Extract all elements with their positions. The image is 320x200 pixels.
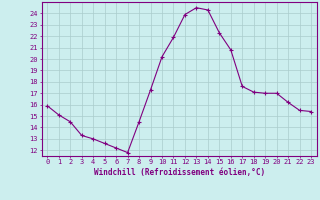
X-axis label: Windchill (Refroidissement éolien,°C): Windchill (Refroidissement éolien,°C) <box>94 168 265 177</box>
